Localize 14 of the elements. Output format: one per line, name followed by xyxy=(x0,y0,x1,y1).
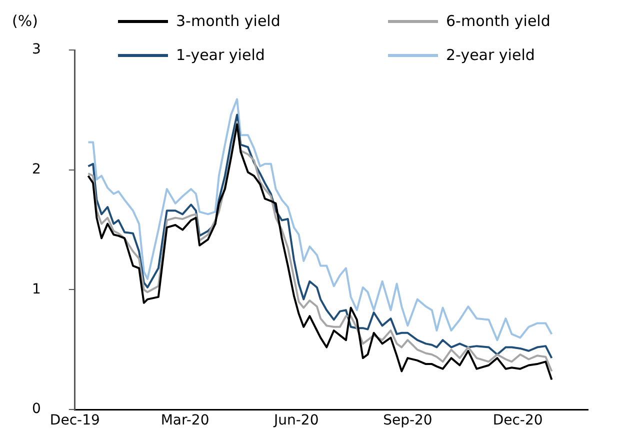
x-tick-label: Dec-19 xyxy=(50,412,100,429)
x-tick-label: Dec-20 xyxy=(492,412,543,429)
y-tick-label: 1 xyxy=(32,281,41,298)
y-tick-label: 0 xyxy=(32,401,41,418)
x-tick-label: Sep-20 xyxy=(383,412,432,429)
legend-label: 1-year yield xyxy=(176,46,265,64)
y-axis-title: (%) xyxy=(12,12,38,30)
y-tick-label: 3 xyxy=(32,42,41,58)
legend-label: 2-year yield xyxy=(446,46,535,64)
y-tick-label: 2 xyxy=(32,162,41,178)
legend-label: 3-month yield xyxy=(176,12,280,30)
legend-label: 6-month yield xyxy=(446,12,550,30)
x-tick-label: Jun-20 xyxy=(272,412,319,429)
x-tick-label: Mar-20 xyxy=(160,412,210,429)
